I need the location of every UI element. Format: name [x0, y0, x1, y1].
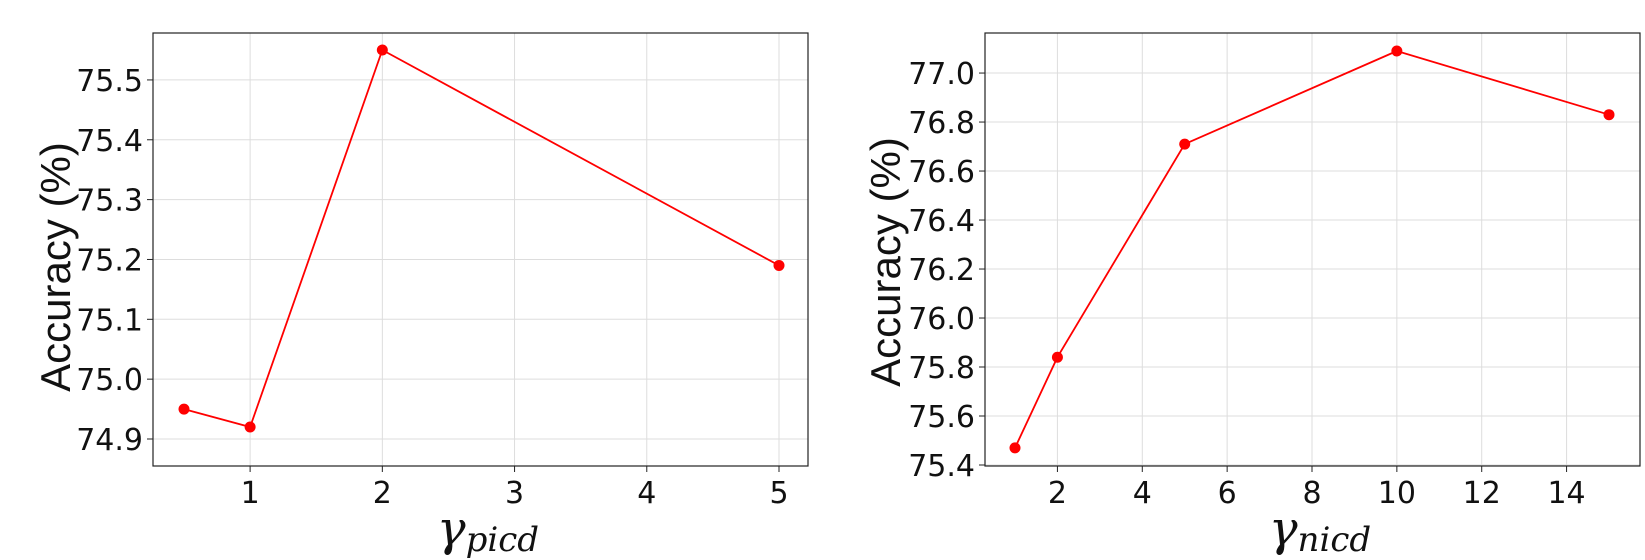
- chart-nicd-y-tick-label: 77.0: [908, 57, 975, 92]
- chart-picd-data-point: [178, 403, 190, 415]
- chart-picd-x-tick-label: 5: [769, 476, 788, 511]
- chart-picd-y-tick-label: 75.0: [76, 363, 143, 398]
- chart-nicd-x-tick-label: 12: [1463, 476, 1501, 511]
- chart-nicd-y-tick-label: 76.6: [908, 155, 975, 190]
- chart-picd-y-tick-label: 75.4: [76, 124, 143, 159]
- chart-picd-y-axis-label: Accuracy (%): [32, 142, 79, 392]
- chart-picd: 74.9 75.0 75.1 75.2 75.3 75.4 75.5 1 2 3 4 5 Accur…: [32, 32, 809, 560]
- chart-picd-x-tick-label: 1: [241, 476, 260, 511]
- chart-nicd-x-tick-label: 10: [1378, 476, 1416, 511]
- chart-nicd-data-point: [1603, 109, 1615, 121]
- chart-nicd-grid: [985, 33, 1640, 466]
- chart-nicd: 75.4 75.6 75.8 76.0 76.2 76.4 76.6 76.8 77.0 2 4 6…: [862, 32, 1641, 560]
- chart-nicd-y-ticks: 75.4 75.6 75.8 76.0 76.2 76.4 76.6 76.8 77.0: [908, 57, 985, 484]
- chart-nicd-x-tick-label: 6: [1218, 476, 1237, 511]
- chart-nicd-x-tick-label: 14: [1547, 476, 1585, 511]
- chart-nicd-x-axis-symbol: γ: [1269, 501, 1298, 557]
- chart-picd-grid: [153, 33, 808, 466]
- chart-picd-x-tick-label: 2: [373, 476, 392, 511]
- chart-picd-x-tick-label: 3: [505, 476, 524, 511]
- chart-picd-x-tick-label: 4: [637, 476, 656, 511]
- chart-picd-y-tick-label: 75.5: [76, 64, 143, 99]
- chart-nicd-y-tick-label: 76.2: [908, 253, 975, 288]
- chart-picd-x-axis-label: γpicd: [437, 501, 539, 560]
- chart-nicd-y-tick-label: 75.4: [908, 449, 975, 484]
- chart-picd-x-axis-subscript: picd: [466, 520, 539, 560]
- chart-picd-y-tick-label: 74.9: [76, 423, 143, 458]
- chart-nicd-series: [1009, 45, 1615, 454]
- chart-picd-y-tick-label: 75.1: [76, 303, 143, 338]
- chart-picd-y-ticks: 74.9 75.0 75.1 75.2 75.3 75.4 75.5: [76, 64, 153, 458]
- chart-picd-x-axis-symbol: γ: [437, 501, 466, 557]
- chart-picd-x-ticks: 1 2 3 4 5: [241, 466, 789, 511]
- chart-nicd-x-tick-label: 2: [1048, 476, 1067, 511]
- chart-picd-y-tick-label: 75.2: [76, 243, 143, 278]
- chart-picd-plot-frame: [152, 32, 809, 467]
- chart-nicd-y-tick-label: 76.0: [908, 302, 975, 337]
- chart-picd-series: [178, 44, 785, 433]
- chart-nicd-x-axis-label: γnicd: [1269, 501, 1371, 560]
- chart-picd-series-line: [183, 48, 780, 429]
- chart-picd-data-point: [244, 421, 256, 433]
- chart-picd-y-tick-label: 75.3: [76, 184, 143, 219]
- chart-picd-data-point: [773, 259, 785, 271]
- chart-nicd-x-tick-label: 8: [1302, 476, 1321, 511]
- chart-nicd-x-axis-subscript: nicd: [1298, 520, 1372, 560]
- chart-nicd-y-tick-label: 76.8: [908, 106, 975, 141]
- chart-nicd-y-tick-label: 75.6: [908, 400, 975, 435]
- chart-nicd-y-axis-label: Accuracy (%): [862, 137, 909, 387]
- chart-nicd-data-point: [1051, 351, 1063, 363]
- chart-nicd-data-point: [1009, 442, 1021, 454]
- chart-nicd-y-tick-label: 75.8: [908, 351, 975, 386]
- chart-nicd-data-point: [1179, 138, 1191, 150]
- chart-nicd-x-tick-label: 4: [1133, 476, 1152, 511]
- chart-nicd-y-tick-label: 76.4: [908, 204, 975, 239]
- chart-picd-data-point: [376, 44, 388, 56]
- chart-nicd-data-point: [1391, 45, 1403, 57]
- chart-nicd-x-ticks: 2 4 6 8 10 12 14: [1048, 466, 1586, 511]
